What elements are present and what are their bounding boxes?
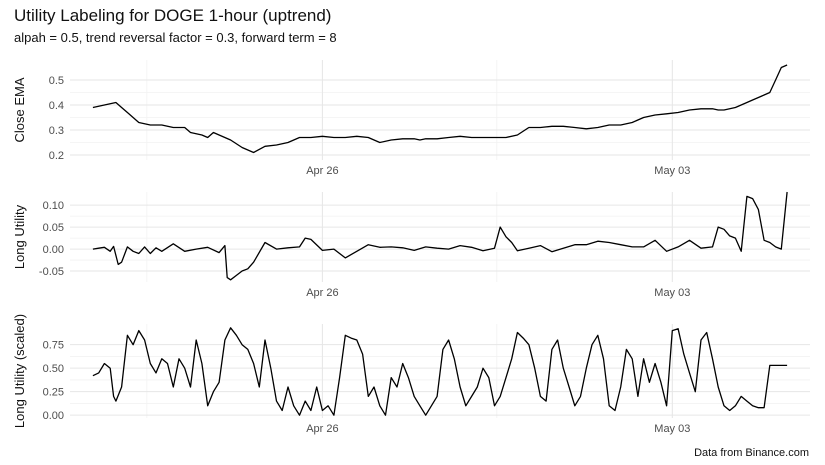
y-tick-label: 0.75 xyxy=(43,340,64,352)
y-tick-label: 0.25 xyxy=(43,387,64,399)
chart-subtitle: alpah = 0.5, trend reversal factor = 0.3… xyxy=(14,30,337,45)
chart-title: Utility Labeling for DOGE 1-hour (uptren… xyxy=(14,6,332,25)
x-tick-label: Apr 26 xyxy=(306,423,338,435)
y-tick-label: -0.05 xyxy=(39,266,64,278)
x-tick-label: May 03 xyxy=(654,165,690,177)
series-line xyxy=(92,327,788,416)
y-tick-label: 0.50 xyxy=(43,363,64,375)
series-line xyxy=(92,64,788,154)
y-axis-label: Close EMA xyxy=(12,77,27,142)
y-tick-label: 0.05 xyxy=(43,222,64,234)
y-axis-label: Long Utility (scaled) xyxy=(12,314,27,428)
x-tick-label: May 03 xyxy=(654,423,690,435)
x-tick-label: Apr 26 xyxy=(306,165,338,177)
y-tick-label: 0.00 xyxy=(43,244,64,256)
y-tick-label: 0.3 xyxy=(49,125,64,137)
y-tick-label: 0.2 xyxy=(49,150,64,162)
x-tick-label: May 03 xyxy=(654,287,690,299)
x-tick-label: Apr 26 xyxy=(306,287,338,299)
series-line xyxy=(92,191,788,281)
source-caption: Data from Binance.com xyxy=(694,447,809,459)
y-tick-label: 0.10 xyxy=(43,200,64,212)
y-tick-label: 0.4 xyxy=(49,100,64,112)
y-tick-label: 0.00 xyxy=(43,410,64,422)
y-axis-label: Long Utility xyxy=(12,204,27,269)
y-tick-label: 0.5 xyxy=(49,75,64,87)
